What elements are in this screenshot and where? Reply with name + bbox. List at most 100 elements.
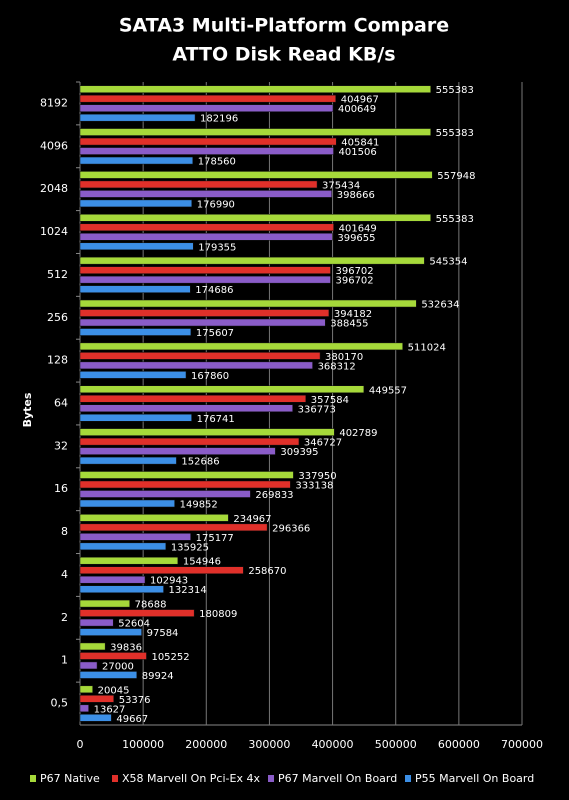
bar	[79, 318, 326, 327]
value-label: 105252	[151, 652, 189, 663]
value-label: 337950	[298, 471, 336, 482]
bar	[79, 214, 431, 222]
value-label: 296366	[272, 523, 310, 534]
x-tick-label: 400000	[312, 738, 354, 751]
bar	[79, 361, 313, 370]
value-label: 27000	[102, 661, 134, 672]
value-label: 555383	[436, 128, 474, 139]
value-label: 555383	[436, 85, 474, 96]
y-tick-label: 128	[47, 354, 68, 367]
bar	[79, 113, 196, 122]
bar	[79, 223, 334, 232]
bar	[79, 704, 89, 713]
y-tick-label: 8192	[40, 96, 68, 109]
bar	[79, 233, 333, 241]
value-label: 357584	[311, 395, 349, 406]
bar	[79, 542, 167, 551]
value-label: 258670	[248, 566, 286, 577]
value-label: 89924	[142, 671, 174, 682]
value-label: 20045	[98, 685, 130, 696]
bar	[79, 523, 268, 532]
x-tick-label: 600000	[438, 738, 480, 751]
value-label: 401506	[339, 147, 377, 158]
bar	[79, 695, 114, 703]
bar	[79, 171, 433, 179]
bar	[79, 585, 164, 593]
bar	[79, 609, 195, 617]
x-tick-label: 300000	[248, 738, 290, 751]
y-tick-label: 2	[61, 611, 68, 624]
value-label: 402789	[339, 428, 377, 439]
value-label: 180809	[199, 609, 237, 620]
bar	[79, 471, 294, 479]
bar	[79, 275, 331, 284]
value-label: 102943	[150, 576, 188, 587]
bar	[79, 566, 244, 574]
y-tick-label: 512	[47, 268, 68, 281]
bar	[79, 352, 321, 360]
bar	[79, 652, 147, 660]
bar	[79, 85, 431, 93]
value-label: 380170	[325, 352, 363, 363]
value-label: 52604	[118, 619, 150, 630]
value-label: 368312	[318, 361, 356, 372]
value-label: 309395	[280, 447, 318, 458]
value-label: 269833	[255, 490, 293, 501]
bar	[79, 456, 177, 465]
value-label: 97584	[147, 628, 179, 639]
x-tick-label: 100000	[122, 738, 164, 751]
value-label: 179355	[198, 242, 236, 253]
value-label: 78688	[135, 600, 167, 611]
bar	[79, 671, 138, 679]
bar	[79, 447, 276, 455]
value-label: 394182	[334, 309, 372, 320]
value-label: 375434	[322, 180, 360, 191]
value-label: 13627	[94, 704, 126, 715]
x-tick-label: 0	[77, 738, 84, 751]
y-tick-label: 4	[61, 568, 68, 581]
bar	[79, 618, 114, 627]
value-label: 152686	[181, 457, 219, 468]
legend-label: P55 Marvell On Board	[415, 772, 534, 785]
y-tick-label: 1	[61, 654, 68, 667]
y-tick-label: 64	[54, 397, 68, 410]
legend-label: X58 Marvell On Pci-Ex 4x	[122, 772, 260, 785]
value-label: 399655	[337, 233, 375, 244]
bar	[79, 147, 334, 155]
y-tick-label: 2048	[40, 182, 68, 195]
bar	[79, 514, 229, 522]
y-tick-label: 8	[61, 525, 68, 538]
bar	[79, 299, 417, 308]
value-label: 545354	[429, 257, 467, 268]
legend-label: P67 Native	[40, 772, 100, 785]
legend-swatch	[268, 775, 274, 782]
value-label: 333138	[295, 480, 333, 491]
bar	[79, 661, 98, 670]
value-label: 167860	[191, 371, 229, 382]
value-label: 175177	[196, 533, 234, 544]
bar	[79, 480, 291, 489]
y-tick-label: 0,5	[51, 697, 69, 710]
bar	[79, 242, 194, 251]
bar	[79, 285, 191, 293]
bar	[79, 714, 112, 722]
value-label: 182196	[200, 114, 238, 125]
bar	[79, 556, 179, 565]
value-label: 557948	[437, 171, 475, 182]
bar	[79, 199, 193, 208]
chart-subtitle: ATTO Disk Read KB/s	[172, 44, 395, 66]
value-label: 555383	[436, 214, 474, 225]
value-label: 49667	[116, 714, 148, 725]
value-label: 135925	[171, 542, 209, 553]
value-label: 400649	[338, 104, 376, 115]
bar	[79, 190, 332, 198]
y-tick-label: 16	[54, 482, 68, 495]
value-label: 53376	[119, 695, 151, 706]
bar	[79, 499, 175, 508]
bar	[79, 371, 187, 379]
value-label: 336773	[298, 404, 336, 415]
value-label: 175607	[196, 328, 234, 339]
legend-swatch	[30, 775, 36, 782]
bar	[79, 385, 365, 393]
value-label: 532634	[421, 300, 459, 311]
